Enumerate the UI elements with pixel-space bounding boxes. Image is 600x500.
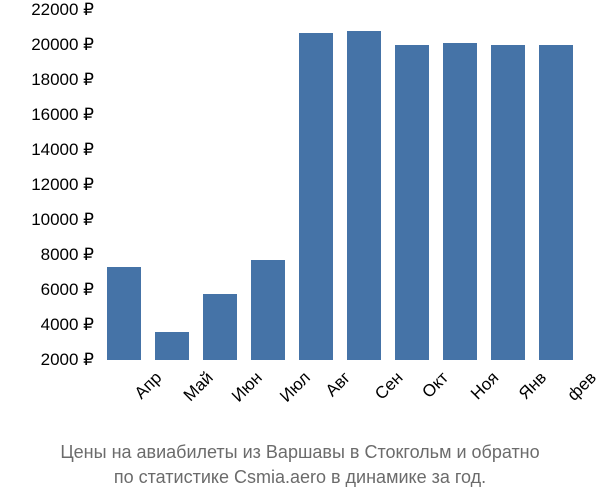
x-tick-label: Май	[180, 368, 218, 406]
x-tick-label: Сен	[371, 368, 407, 404]
bar	[299, 33, 334, 360]
y-tick-label: 18000 ₽	[31, 70, 94, 90]
bar	[443, 43, 478, 360]
y-tick-label: 14000 ₽	[31, 140, 94, 160]
y-tick-label: 4000 ₽	[41, 315, 94, 335]
bar	[251, 260, 286, 360]
price-chart: 2000 ₽ 4000 ₽ 6000 ₽ 8000 ₽ 10000 ₽ 12000 ₽ 14…	[0, 0, 600, 500]
y-tick-label: 16000 ₽	[31, 105, 94, 125]
bar	[107, 267, 142, 360]
bar	[539, 45, 574, 360]
x-tick-label: Июл	[276, 368, 315, 407]
y-tick-label: 12000 ₽	[31, 175, 94, 195]
x-tick-label: Апр	[131, 368, 166, 403]
x-tick-label: Авг	[322, 368, 355, 401]
y-tick-label: 6000 ₽	[41, 280, 94, 300]
x-tick-label: Янв	[515, 368, 551, 404]
y-tick-label: 22000 ₽	[31, 0, 94, 20]
bar	[347, 31, 382, 360]
y-tick-label: 10000 ₽	[31, 210, 94, 230]
y-tick-label: 8000 ₽	[41, 245, 94, 265]
x-tick-label: Июн	[228, 368, 266, 406]
bar	[491, 45, 526, 360]
y-tick-label: 20000 ₽	[31, 35, 94, 55]
plot-area	[100, 10, 580, 360]
bar	[155, 332, 190, 360]
bar	[203, 294, 238, 361]
y-tick-label: 2000 ₽	[41, 350, 94, 370]
x-tick-label: фев	[564, 368, 600, 405]
x-tick-label: Окт	[418, 368, 452, 402]
x-tick-label: Ноя	[467, 368, 503, 404]
caption-line-2: по статистике Csmia.aero в динамике за г…	[0, 465, 600, 489]
bar	[395, 45, 430, 360]
caption-line-1: Цены на авиабилеты из Варшавы в Стокголь…	[0, 440, 600, 464]
